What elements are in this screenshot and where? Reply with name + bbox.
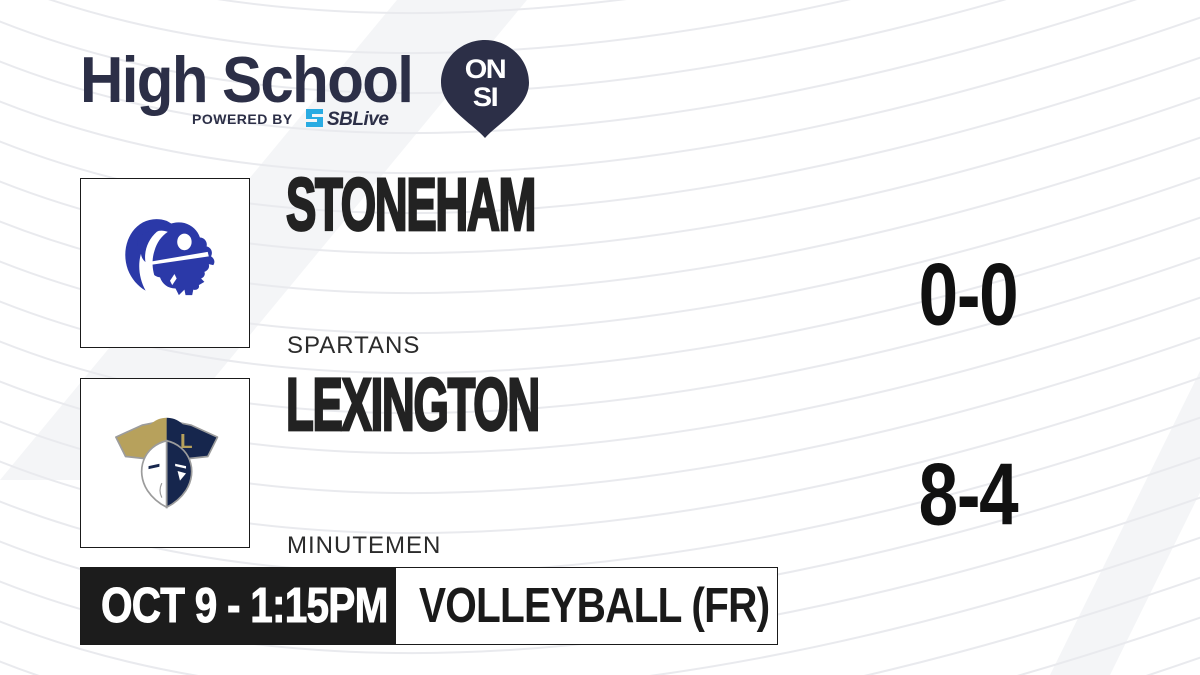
- svg-text:L: L: [180, 430, 193, 453]
- svg-text:SBLive: SBLive: [327, 109, 389, 130]
- svg-text:SI: SI: [473, 82, 497, 112]
- svg-text:ON: ON: [465, 54, 506, 84]
